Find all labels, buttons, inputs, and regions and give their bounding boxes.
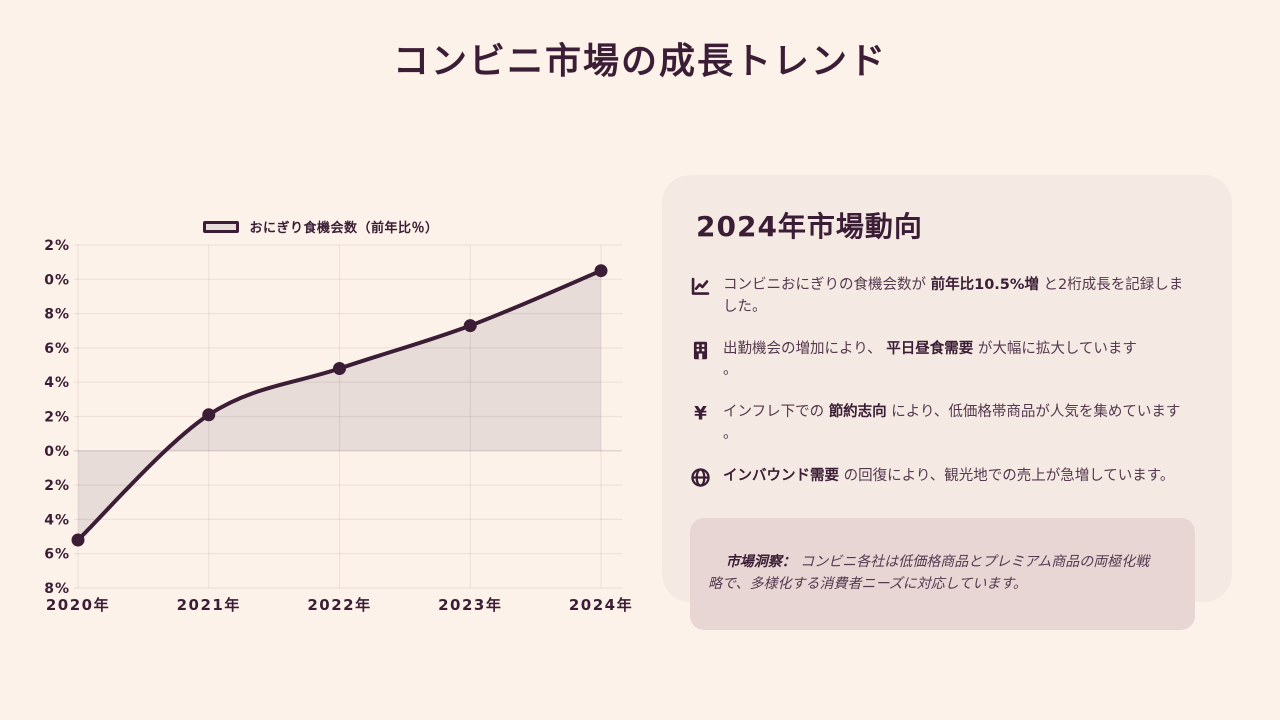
- trend-chart-svg: 2%0%8%6%4%2%0%2%4%6%8%2020年 2021年 2022年 202…: [44, 238, 633, 614]
- svg-text:2022年: 2022年: [307, 596, 371, 614]
- bullet-text: コンビニおにぎりの食機会数が 前年比10.5%増 と2桁成長を記録しま した。: [723, 277, 1184, 315]
- svg-text:2%: 2%: [44, 238, 70, 254]
- svg-text:0%: 0%: [44, 444, 70, 460]
- svg-text:2020年: 2020年: [46, 596, 110, 614]
- svg-text:0%: 0%: [44, 272, 70, 288]
- svg-text:2023年: 2023年: [438, 596, 502, 614]
- chart-legend: おにぎり食機会数（前年比％）: [0, 217, 642, 236]
- svg-text:6%: 6%: [44, 341, 70, 357]
- svg-text:2%: 2%: [44, 478, 70, 494]
- bullet-item: コンビニおにぎりの食機会数が 前年比10.5%増 と2桁成長を記録しま した。: [690, 275, 1216, 319]
- bullet-item: ¥ インフレ下での 節約志向 により、低価格帯商品が人気を集めています 。: [690, 402, 1216, 446]
- insight-box: 市場洞察： コンビニ各社は低価格商品とプレミアム商品の両極化戦 略で、多様化する…: [690, 517, 1195, 631]
- svg-text:8%: 8%: [44, 581, 70, 597]
- yen-icon: ¥: [690, 403, 711, 424]
- globe-icon: [690, 467, 711, 488]
- bullet-item: 出勤機会の増加により、 平日昼食需要 が大幅に拡大しています 。: [690, 339, 1216, 383]
- svg-text:2021年: 2021年: [177, 596, 241, 614]
- chart-line-icon: [690, 276, 711, 297]
- bullet-list: コンビニおにぎりの食機会数が 前年比10.5%増 と2桁成長を記録しま した。出…: [690, 275, 1216, 488]
- svg-text:2%: 2%: [44, 410, 70, 426]
- svg-text:6%: 6%: [44, 547, 70, 563]
- bullet-text: インバウンド需要 の回復により、観光地での売上が急増しています。: [723, 467, 1175, 484]
- bullet-item: インバウンド需要 の回復により、観光地での売上が急増しています。: [690, 466, 1216, 488]
- bullet-text: インフレ下での 節約志向 により、低価格帯商品が人気を集めています 。: [723, 404, 1181, 442]
- building-icon: [690, 340, 711, 361]
- card-heading: 2024年市場動向: [696, 210, 923, 243]
- svg-text:¥: ¥: [694, 404, 707, 424]
- svg-text:2024年: 2024年: [569, 596, 633, 614]
- svg-text:4%: 4%: [44, 375, 70, 391]
- bullet-text: 出勤機会の増加により、 平日昼食需要 が大幅に拡大しています 。: [723, 340, 1137, 379]
- svg-text:8%: 8%: [44, 307, 70, 323]
- legend-swatch-icon: [203, 220, 240, 233]
- trend-chart: おにぎり食機会数（前年比％） 2% 0% 8% 6% 4% 2% 0% 2% 4% 6% 8% 202…: [0, 215, 642, 630]
- insight-text: コンビニ各社は低価格商品とプレミアム商品の両極化戦 略で、多様化する消費者ニーズ…: [708, 554, 1150, 592]
- page-title: コンビニ市場の成長トレンド: [392, 41, 887, 82]
- market-trends-card: 2024年市場動向 コンビニおにぎりの食機会数が 前年比10.5%増 と2桁成長…: [662, 175, 1232, 631]
- insight-label: 市場洞察：: [725, 554, 796, 571]
- svg-text:4%: 4%: [44, 512, 70, 528]
- legend-label: おにぎり食機会数（前年比％）: [249, 221, 439, 236]
